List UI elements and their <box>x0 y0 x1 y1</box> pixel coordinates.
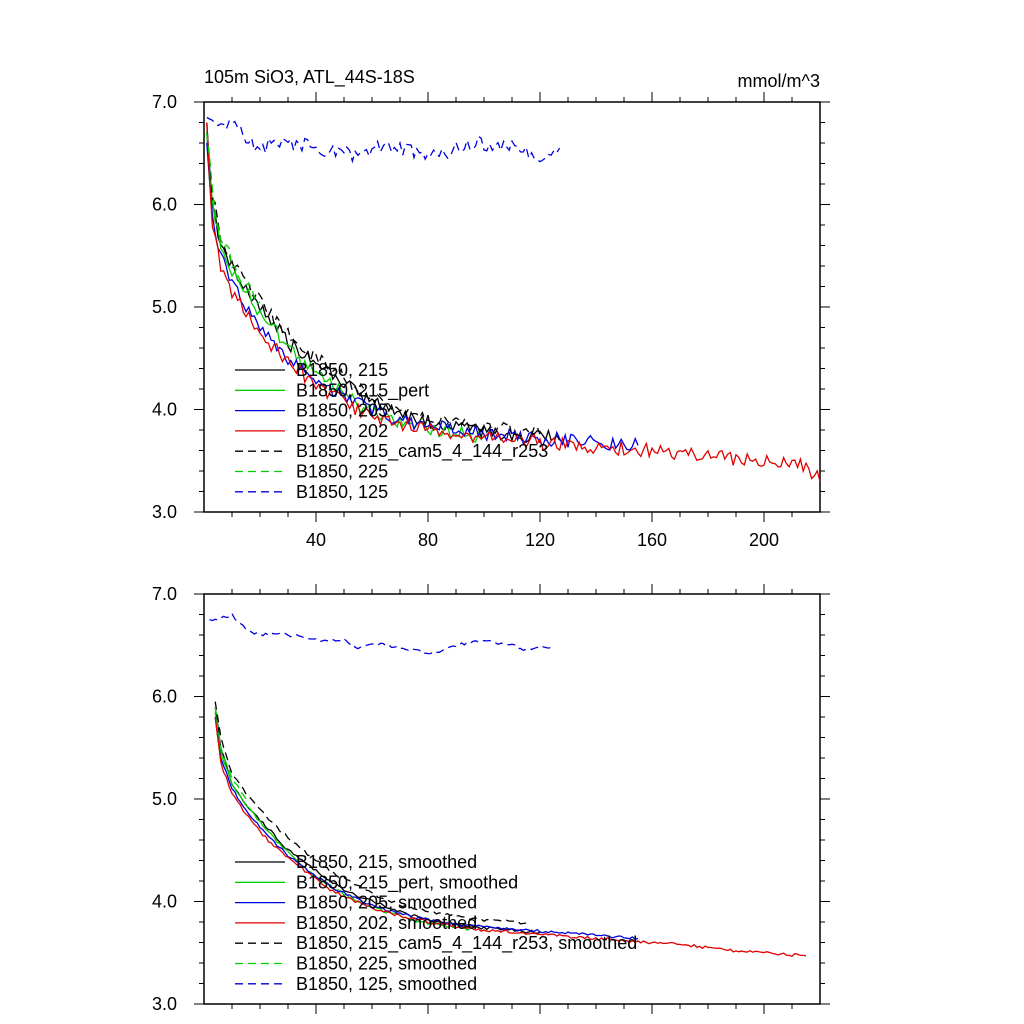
top-y-tick-label: 5.0 <box>152 297 177 317</box>
bottom-y-tick-label: 6.0 <box>152 687 177 707</box>
top-series-line <box>206 116 561 164</box>
top-x-tick-label: 40 <box>306 530 326 550</box>
top-y-tick-label: 3.0 <box>152 502 177 522</box>
top-legend-label: B1850, 215_cam5_4_144_r253 <box>296 441 548 462</box>
top-x-tick-label: 120 <box>525 530 555 550</box>
figure-title: 105m SiO3, ATL_44S-18S <box>204 67 415 88</box>
top-legend-label: B1850, 215 <box>296 360 388 380</box>
bottom-y-tick-label: 7.0 <box>152 584 177 604</box>
top-y-tick-label: 6.0 <box>152 195 177 215</box>
top-x-tick-label: 80 <box>418 530 438 550</box>
bottom-legend-label: B1850, 202, smoothed <box>296 913 477 933</box>
top-legend-label: B1850, 202 <box>296 421 388 441</box>
bottom-legend-label: B1850, 225, smoothed <box>296 954 477 974</box>
bottom-series-line <box>214 716 639 941</box>
top-series-line <box>206 132 261 305</box>
bottom-series <box>209 612 807 958</box>
top-series <box>206 116 821 482</box>
top-x-tick-label: 160 <box>637 530 667 550</box>
top-series-line <box>206 132 541 438</box>
bottom-series-line <box>214 716 807 958</box>
top-legend-label: B1850, 205 <box>296 401 388 421</box>
top-series-line <box>206 122 821 482</box>
bottom-legend-label: B1850, 215_cam5_4_144_r253, smoothed <box>296 933 637 954</box>
bottom-legend-label: B1850, 215, smoothed <box>296 852 477 872</box>
bottom-legend-label: B1850, 215_pert, smoothed <box>296 872 518 893</box>
top-x-tick-label: 200 <box>749 530 779 550</box>
bottom-legend-label: B1850, 125, smoothed <box>296 974 477 994</box>
top-legend-label: B1850, 225 <box>296 462 388 482</box>
bottom-y-tick-label: 3.0 <box>152 994 177 1014</box>
bottom-series-line <box>209 612 552 655</box>
bottom-series-line <box>214 706 541 934</box>
top-y-tick-label: 7.0 <box>152 92 177 112</box>
top-legend-label: B1850, 215_pert <box>296 380 429 401</box>
top-series-line <box>206 142 639 451</box>
units-label: mmol/m^3 <box>738 71 820 91</box>
bottom-series-line <box>214 706 247 800</box>
bottom-series-line <box>214 701 527 925</box>
top-panel: 3.04.05.06.07.040 80 120 160 200 B1850, 215B… <box>152 92 830 550</box>
bottom-panel: 3.04.05.06.07.0 B1850, 215, smoothedB185… <box>152 584 830 1014</box>
top-legend-label: B1850, 125 <box>296 482 388 502</box>
bottom-legend-label: B1850, 205, smoothed <box>296 893 477 913</box>
top-y-tick-label: 4.0 <box>152 400 177 420</box>
bottom-ticks: 3.0 4.0 5.0 6.0 7.0 <box>152 584 830 1014</box>
top-ticks: 3.0 4.0 5.0 6.0 7.0 40 80 120 160 200 <box>152 92 830 550</box>
bottom-y-tick-label: 4.0 <box>152 892 177 912</box>
bottom-y-tick-label: 5.0 <box>152 789 177 809</box>
